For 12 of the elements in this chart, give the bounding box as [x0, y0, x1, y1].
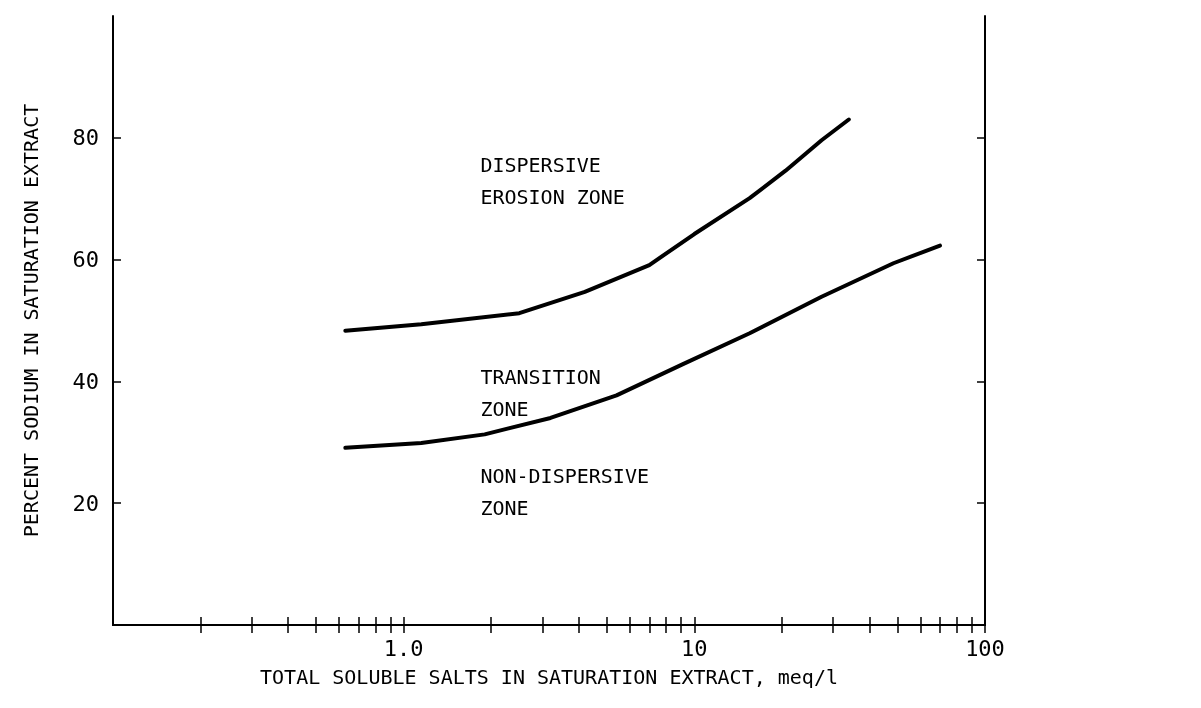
x-tick-label: 10 [681, 635, 708, 661]
y-tick-label: 60 [72, 247, 99, 273]
y-tick-label: 40 [72, 368, 99, 394]
annotation: NON-DISPERSIVE ZONE [480, 464, 649, 521]
x-tick-label: 1.0 [383, 635, 424, 661]
annotation: TRANSITION ZONE [480, 365, 601, 422]
y-tick-label: 20 [72, 490, 99, 516]
x-axis-title: TOTAL SOLUBLE SALTS IN SATURATION EXTRACT, meq/l [260, 665, 838, 689]
y-axis-title: PERCENT SODIUM IN SATURATION EXTRACT [19, 103, 43, 538]
y-tick-label: 80 [72, 125, 99, 151]
x-tick-label: 100 [965, 635, 1005, 661]
annotation: DISPERSIVE EROSION ZONE [480, 152, 625, 209]
